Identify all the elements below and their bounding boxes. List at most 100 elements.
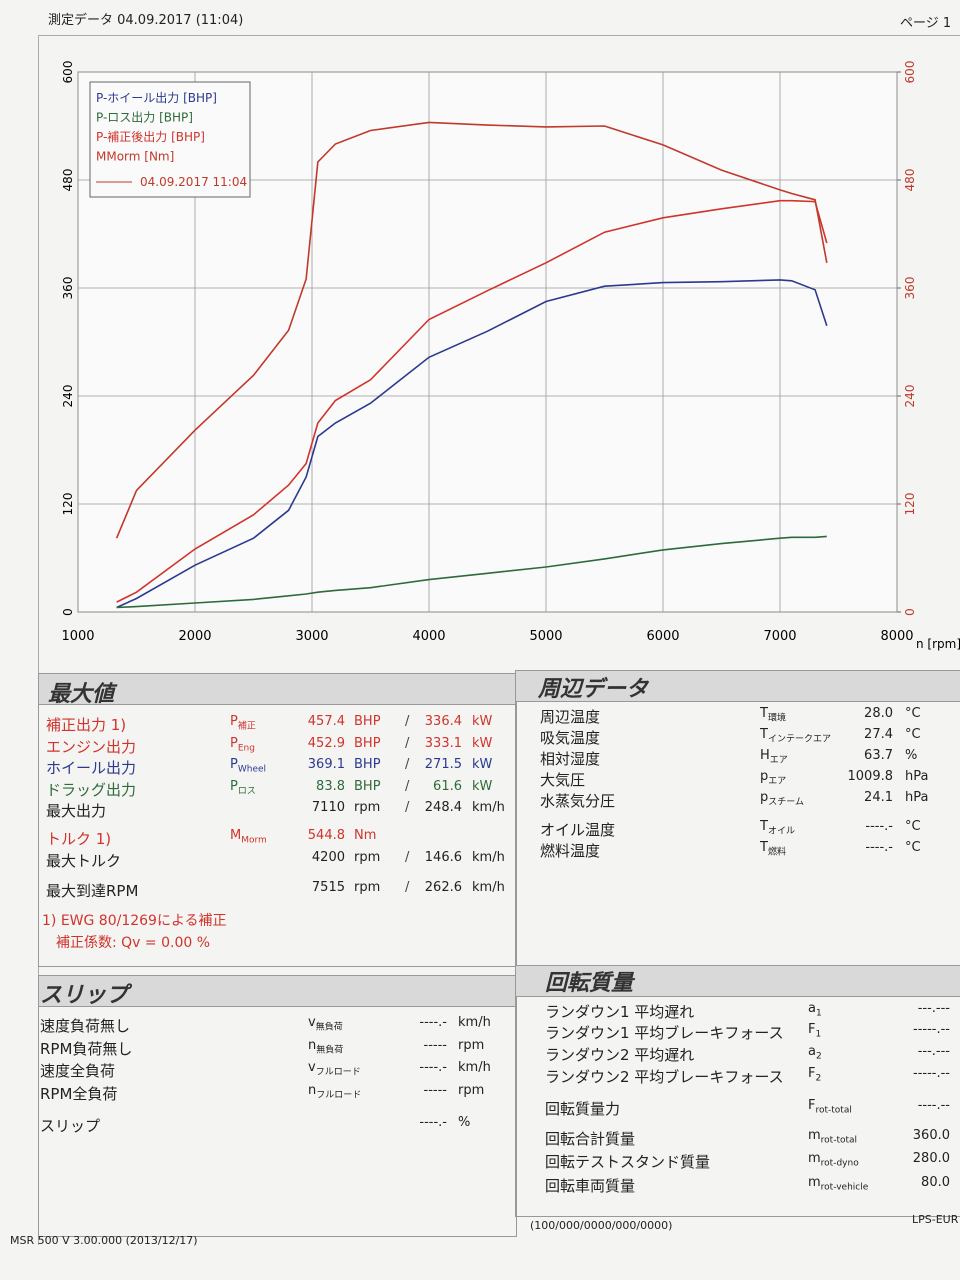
separator: / [405,714,410,729]
value: 457.4 [307,714,345,729]
legend-entry: P-ロス出力 [BHP] [96,111,193,125]
label: 回転合計質量 [545,1130,636,1148]
unit2: km/h [472,800,505,815]
unit: Nm [354,828,377,843]
section-title: スリップ [40,983,129,1008]
symbol: Hエア [760,748,788,766]
unit: km/h [458,1015,491,1030]
symbol: P補正 [230,714,256,732]
unit: % [458,1115,471,1130]
value: ----.- [865,819,893,834]
y-tick-label: 480 [61,169,75,192]
label: 補正出力 1) [46,716,127,734]
series-line [116,199,828,603]
label: ランダウン1 平均遅れ [545,1003,695,1021]
separator: / [405,757,410,772]
symbol-sub: 補正 [237,721,256,732]
y2-tick-label: 240 [903,385,917,408]
label: 回転テストスタンド質量 [545,1153,711,1171]
unit: BHP [354,779,381,794]
symbol-sub: Eng [237,743,255,754]
symbol: mrot-dyno [808,1151,859,1169]
x-tick-label: 8000 [880,629,913,644]
header-title: 測定データ 04.09.2017 (11:04) [48,13,244,28]
value: ---.--- [917,1044,950,1059]
value: 544.8 [307,828,345,843]
value: 369.1 [307,757,345,772]
symbol-sub: 燃料 [767,847,786,858]
label: ランダウン2 平均遅れ [545,1046,695,1064]
y-tick-label: 600 [61,61,75,84]
x-tick-label: 1000 [61,629,94,644]
y2-tick-label: 0 [903,608,917,616]
y2-tick-label: 480 [903,169,917,192]
symbol-sub: 2 [815,1051,822,1062]
symbol: Tオイル [760,819,795,837]
unit: BHP [354,714,381,729]
symbol-sub: 無負荷 [315,1022,343,1033]
symbol: a1 [808,1001,822,1019]
rot-box [515,965,960,1217]
symbol: Tインテークエア [760,727,831,745]
symbol-sub: rot-total [820,1135,858,1146]
x-tick-label: 3000 [295,629,328,644]
value: 7110 [311,800,345,815]
unit2: kW [472,757,493,772]
value: -----.-- [913,1022,950,1037]
symbol: Frot-total [808,1098,852,1116]
symbol: MMorm [230,828,267,846]
symbol-sub: 1 [815,1029,822,1040]
value: 4200 [311,850,345,865]
unit2: kW [472,779,493,794]
value: 63.7 [864,748,893,763]
label: 燃料温度 [540,842,601,860]
symbol-sub: Morm [241,835,267,846]
value: 83.8 [316,779,345,794]
symbol-sub: フルロード [316,1090,362,1101]
x-tick-label: 7000 [763,629,796,644]
section-title: 周辺データ [538,677,649,702]
legend-entry: P-補正後出力 [BHP] [96,130,205,144]
symbol: Pロス [230,779,256,797]
rot-header [516,966,960,997]
y-tick-label: 360 [61,277,75,300]
unit: rpm [354,800,381,815]
label: 最大トルク [46,852,122,870]
unit2: km/h [472,850,505,865]
symbol: pスチーム [760,790,804,808]
value: 452.9 [307,736,345,751]
symbol-sub: フルロード [315,1067,361,1078]
max-header [39,674,515,705]
symbol: mrot-total [808,1128,858,1146]
symbol: v無負荷 [308,1015,343,1033]
value: -----.-- [913,1066,950,1081]
value2: 248.4 [424,800,462,815]
legend-entry: P-ホイール出力 [BHP] [96,91,217,105]
separator: / [405,880,410,895]
unit: hPa [905,790,929,805]
symbol-sub: rot-vehicle [820,1182,869,1193]
unit: km/h [458,1060,491,1075]
label: ランダウン2 平均ブレーキフォース [545,1068,784,1086]
unit: rpm [458,1083,485,1098]
series-line [115,121,828,539]
value2: 146.6 [424,850,462,865]
value: 1009.8 [847,769,894,784]
y-tick-label: 240 [61,385,75,408]
label: 吸気温度 [540,729,601,747]
value: 80.0 [921,1175,950,1190]
value: ----.-- [917,1098,950,1113]
frame-top [38,35,960,36]
unit: rpm [354,850,381,865]
label: 周辺温度 [540,708,601,726]
label: 最大到達RPM [46,882,139,900]
symbol-sub: エア [768,776,787,787]
symbol-sub: rot-dyno [820,1158,859,1169]
separator: / [405,850,410,865]
symbol: F2 [808,1066,822,1084]
y-tick-label: 120 [61,493,75,516]
unit2: kW [472,714,493,729]
label: 相対湿度 [540,750,601,768]
label: オイル温度 [540,821,616,839]
symbol-sub: 環境 [767,713,786,724]
